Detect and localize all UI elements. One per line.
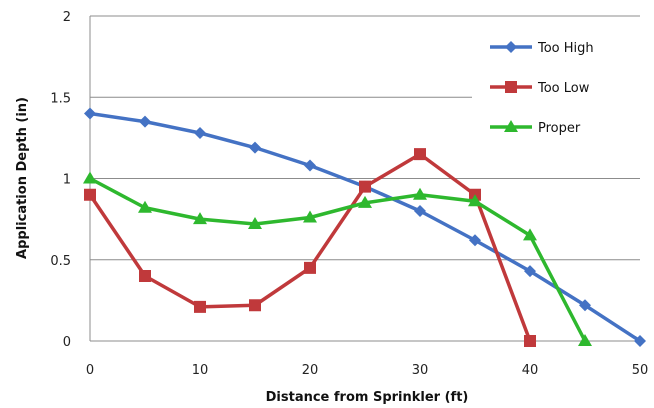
legend-entry-too-low: Too Low bbox=[490, 81, 590, 96]
data-point-too-high bbox=[84, 107, 96, 120]
x-tick-label: 0 bbox=[86, 363, 94, 378]
data-point-proper bbox=[248, 217, 262, 229]
data-point-too-low bbox=[304, 261, 316, 274]
data-point-proper bbox=[193, 212, 207, 225]
data-point-too-low bbox=[359, 180, 371, 193]
legend-marker bbox=[504, 120, 518, 132]
series-line-too-low bbox=[88, 152, 532, 342]
legend-entry-proper: Proper bbox=[490, 120, 581, 136]
legend-marker bbox=[505, 81, 517, 93]
data-point-too-high bbox=[194, 127, 206, 139]
data-point-proper bbox=[83, 171, 97, 184]
data-point-too-high bbox=[304, 159, 316, 172]
data-point-too-high bbox=[414, 205, 426, 217]
data-point-too-high bbox=[579, 299, 591, 312]
data-point-too-high bbox=[524, 265, 536, 278]
legend-label: Too Low bbox=[537, 81, 590, 96]
data-point-too-low bbox=[84, 188, 96, 201]
data-point-too-high bbox=[469, 234, 481, 247]
data-point-proper bbox=[523, 228, 537, 241]
data-point-proper bbox=[413, 187, 427, 200]
y-tick-label: 1 bbox=[63, 173, 71, 188]
data-point-too-low bbox=[414, 148, 426, 161]
x-axis-title: Distance from Sprinkler (ft) bbox=[266, 390, 469, 405]
legend-label: Too High bbox=[537, 41, 594, 56]
y-tick-label: 0 bbox=[63, 335, 71, 350]
series-line-proper bbox=[89, 176, 587, 342]
series-too-low bbox=[84, 148, 536, 347]
legend-label: Proper bbox=[538, 121, 581, 136]
series-proper bbox=[83, 171, 592, 346]
data-point-proper bbox=[578, 334, 592, 346]
y-tick-label: 1.5 bbox=[50, 91, 71, 106]
x-tick-label: 50 bbox=[632, 363, 649, 378]
data-point-too-low bbox=[249, 299, 261, 312]
gridlines bbox=[90, 15, 640, 261]
data-point-too-high bbox=[139, 115, 151, 128]
y-tick-label: 0.5 bbox=[50, 254, 71, 269]
data-point-too-low bbox=[194, 300, 206, 313]
legend-marker bbox=[505, 41, 517, 53]
series-line-too-high bbox=[89, 111, 641, 343]
x-tick-label: 20 bbox=[302, 363, 319, 378]
legend-entry-too-high: Too High bbox=[490, 41, 594, 56]
axes: 00.511.520 10 20 30 40 50 bbox=[50, 10, 648, 378]
x-tick-label: 10 bbox=[192, 363, 209, 378]
series-layer bbox=[83, 107, 646, 347]
data-point-proper bbox=[138, 200, 152, 213]
data-point-proper bbox=[303, 210, 317, 223]
data-point-proper bbox=[468, 194, 482, 207]
data-point-too-low bbox=[524, 335, 536, 347]
x-tick-label: 30 bbox=[412, 363, 429, 378]
data-point-too-low bbox=[139, 270, 151, 282]
data-point-too-high bbox=[634, 335, 646, 347]
y-tick-label: 2 bbox=[63, 10, 71, 25]
data-point-proper bbox=[358, 195, 372, 208]
legend: Too High Too Low Proper bbox=[472, 28, 642, 146]
x-tick-label: 40 bbox=[522, 363, 539, 378]
data-point-too-high bbox=[249, 141, 261, 154]
y-axis-title: Application Depth (in) bbox=[15, 97, 30, 259]
